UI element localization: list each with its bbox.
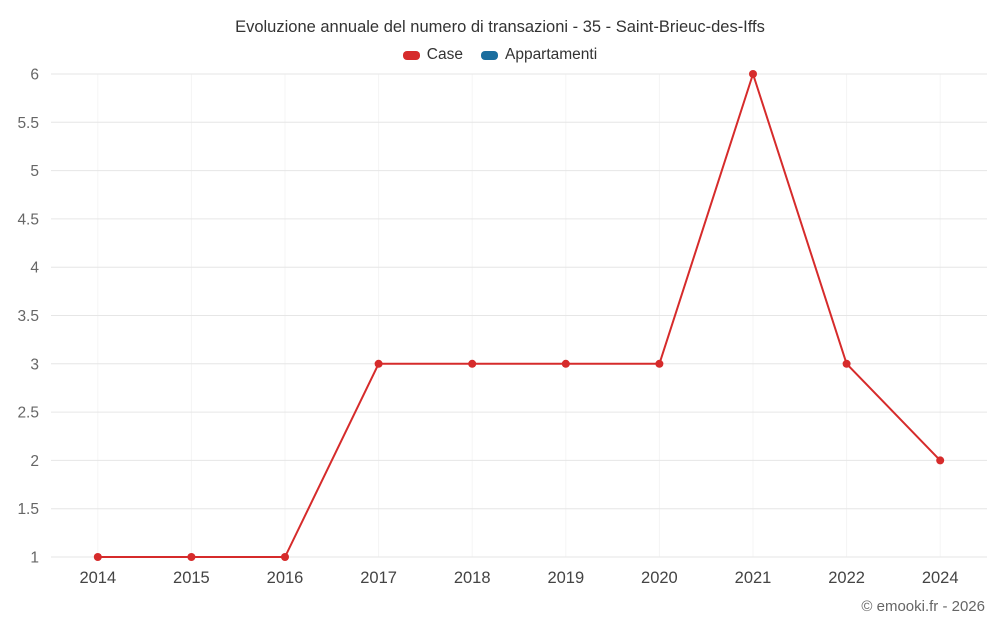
series-line-case bbox=[96, 73, 942, 558]
x-tick-label: 2024 bbox=[922, 569, 959, 587]
y-axis-labels: 1 1.5 2 2.5 3 3.5 4 4.5 5 5.5 6 bbox=[17, 67, 39, 567]
data-point-case[interactable] bbox=[936, 456, 945, 465]
legend-item-case[interactable]: Case bbox=[402, 46, 463, 64]
appartamenti-series-marker-icon bbox=[480, 50, 498, 60]
data-point-case[interactable] bbox=[655, 359, 664, 368]
x-tick-label: 2016 bbox=[267, 569, 304, 587]
gridlines bbox=[51, 73, 987, 558]
y-tick-label: 4 bbox=[30, 260, 39, 277]
data-point-case[interactable] bbox=[561, 359, 570, 368]
x-tick-label: 2022 bbox=[828, 569, 865, 587]
x-axis-labels: 2014 2015 2016 2017 2018 2019 2020 2021 2022 2024 bbox=[79, 569, 958, 587]
data-point-case[interactable] bbox=[842, 359, 851, 368]
data-point-case[interactable] bbox=[93, 553, 102, 561]
x-tick-label: 2020 bbox=[641, 569, 678, 587]
y-tick-label: 6 bbox=[30, 67, 39, 84]
case-series-marker-icon bbox=[402, 50, 420, 60]
x-tick-label: 2017 bbox=[360, 569, 397, 587]
legend-label-appartamenti: Appartamenti bbox=[504, 46, 598, 63]
x-tick-label: 2021 bbox=[735, 569, 772, 587]
x-tick-label: 2019 bbox=[547, 569, 584, 587]
data-point-case[interactable] bbox=[281, 553, 289, 561]
y-tick-label: 4.5 bbox=[17, 211, 39, 228]
data-point-case[interactable] bbox=[187, 553, 196, 561]
copyright-credit: © emooki.fr - 2026 bbox=[861, 598, 985, 615]
x-tick-label: 2014 bbox=[79, 569, 116, 587]
y-tick-label: 2.5 bbox=[17, 405, 39, 422]
y-tick-label: 5.5 bbox=[17, 115, 39, 132]
legend-item-appartamenti[interactable]: Appartamenti bbox=[480, 46, 598, 64]
x-tick-label: 2015 bbox=[173, 569, 210, 587]
data-point-case[interactable] bbox=[749, 70, 757, 78]
data-point-case[interactable] bbox=[468, 359, 477, 368]
y-tick-label: 1.5 bbox=[17, 501, 39, 518]
x-tick-label: 2018 bbox=[454, 569, 491, 587]
legend: Case Appartamenti bbox=[0, 46, 1000, 64]
legend-label-case: Case bbox=[426, 46, 463, 63]
y-tick-label: 3 bbox=[30, 356, 39, 373]
y-tick-label: 1 bbox=[30, 550, 39, 567]
data-point-case[interactable] bbox=[374, 359, 383, 368]
y-tick-label: 5 bbox=[30, 163, 39, 180]
y-tick-label: 2 bbox=[30, 453, 39, 470]
y-tick-label: 3.5 bbox=[17, 308, 39, 325]
chart-title: Evoluzione annuale del numero di transaz… bbox=[235, 18, 765, 36]
